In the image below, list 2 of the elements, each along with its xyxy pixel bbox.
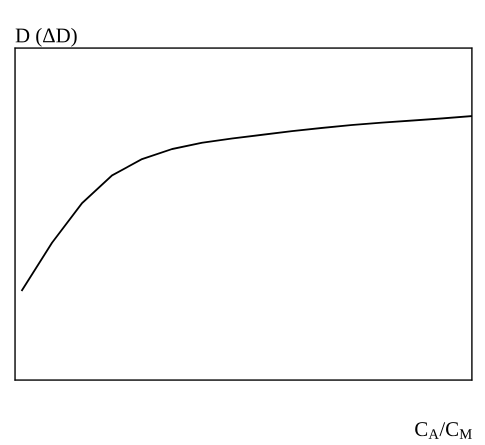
- y-axis-title: D (ΔD): [16, 28, 77, 47]
- x-axis-title: C$_{A}$/C$_{M}$: [415, 422, 472, 439]
